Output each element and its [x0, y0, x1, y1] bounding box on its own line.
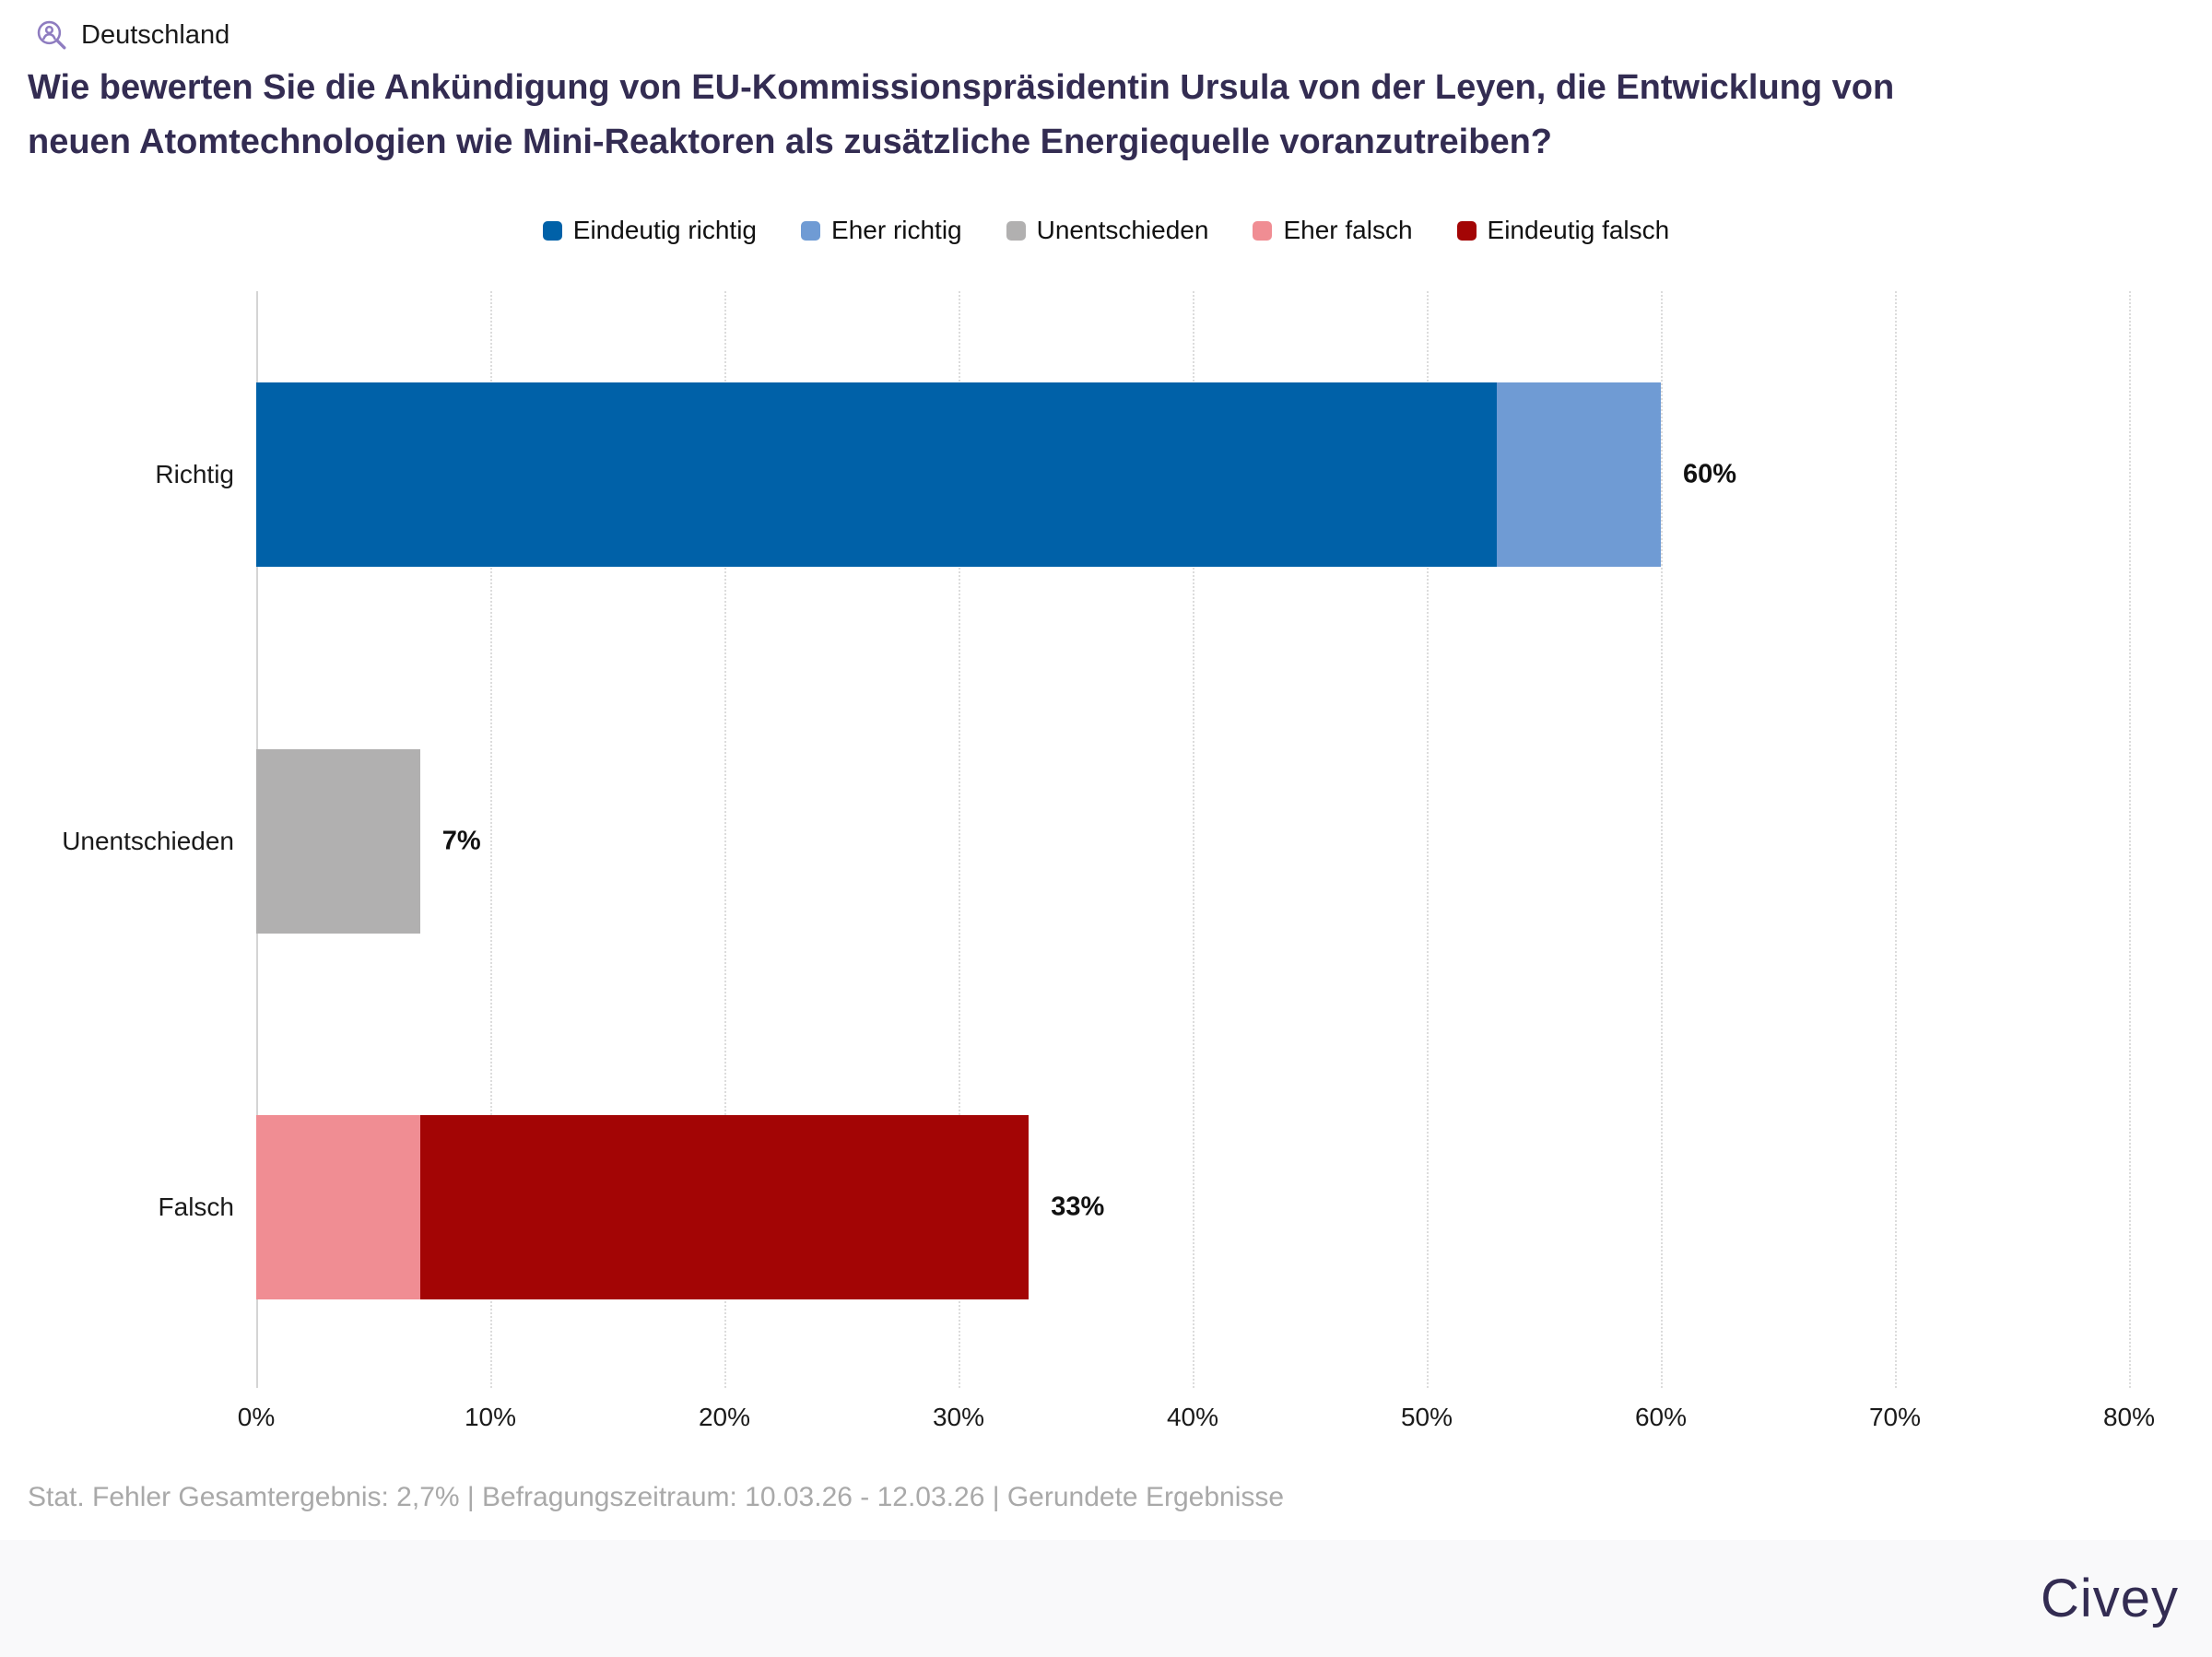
legend-item-4: Eher falsch [1253, 216, 1413, 245]
total-value-label: 33% [1051, 1192, 1105, 1222]
legend-swatch [801, 220, 821, 241]
region-header: Deutschland [35, 18, 229, 52]
legend-item-3: Unentschieden [1006, 216, 1209, 245]
legend-item-2: Eher richtig [801, 216, 962, 245]
chart-legend: Eindeutig richtig Eher richtig Unentschied… [0, 216, 2212, 245]
stat-footnote: Stat. Fehler Gesamtergebnis: 2,7% | Befr… [28, 1482, 1285, 1512]
gridline [724, 291, 726, 1388]
legend-swatch [542, 220, 562, 241]
x-tick-label: 70% [1868, 1403, 1922, 1431]
x-tick-label: 20% [698, 1403, 751, 1431]
bar-segment-eindeutig-falsch [419, 1115, 1030, 1299]
gridline [2129, 291, 2131, 1388]
gridline [490, 291, 492, 1388]
bar-row-unentschieden [256, 749, 2129, 934]
x-tick-label: 40% [1166, 1403, 1219, 1431]
gridline [959, 291, 960, 1388]
category-label: Richtig [155, 460, 234, 488]
legend-label: Eher falsch [1283, 216, 1413, 244]
bar-segment-eindeutig-richtig [256, 382, 1498, 567]
total-value-label: 60% [1683, 459, 1737, 489]
x-tick-label: 60% [1634, 1403, 1688, 1431]
gridline [1427, 291, 1429, 1388]
person-search-icon [35, 18, 68, 52]
category-label: Unentschieden [62, 827, 234, 855]
legend-label: Unentschieden [1036, 216, 1209, 244]
legend-swatch [1253, 220, 1273, 241]
poll-question-title: Wie bewerten Sie die Ankündigung von EU-… [28, 68, 1895, 161]
legend-item-1: Eindeutig richtig [542, 216, 758, 245]
x-tick-label: 80% [2102, 1403, 2156, 1431]
legend-label: Eindeutig falsch [1487, 216, 1670, 244]
legend-label: Eher richtig [831, 216, 962, 244]
total-value-label: 7% [441, 826, 481, 856]
legend-label: Eindeutig richtig [572, 216, 758, 244]
gridline [1661, 291, 1663, 1388]
x-tick-label: 50% [1400, 1403, 1453, 1431]
category-label: Falsch [158, 1193, 234, 1221]
bar-segment-unentschieden [256, 749, 420, 934]
plot-area: 0% 10% 20% 30% 40% 50% 60% 70% 80% Richtig 60% Unen… [62, 291, 2155, 1431]
x-tick-label: 30% [932, 1403, 985, 1431]
x-axis: 0% 10% 20% 30% 40% 50% 60% 70% 80% [238, 1388, 2155, 1443]
bar-segment-eher-falsch [256, 1115, 420, 1299]
civey-logo[interactable]: Civey [2040, 1569, 2179, 1628]
bar-row-richtig [256, 382, 2129, 567]
legend-swatch [1006, 220, 1026, 241]
legend-swatch [1456, 220, 1477, 241]
region-label: Deutschland [81, 19, 230, 50]
bar-row-falsch [256, 1115, 2129, 1299]
x-tick-label: 10% [464, 1403, 517, 1431]
x-tick-label: 0% [237, 1403, 276, 1431]
gridline [1895, 291, 1897, 1388]
footer-band: Civey [0, 1540, 2212, 1657]
gridline [1193, 291, 1194, 1388]
legend-item-5: Eindeutig falsch [1456, 216, 1670, 245]
bar-segment-eher-richtig [1497, 382, 1661, 567]
